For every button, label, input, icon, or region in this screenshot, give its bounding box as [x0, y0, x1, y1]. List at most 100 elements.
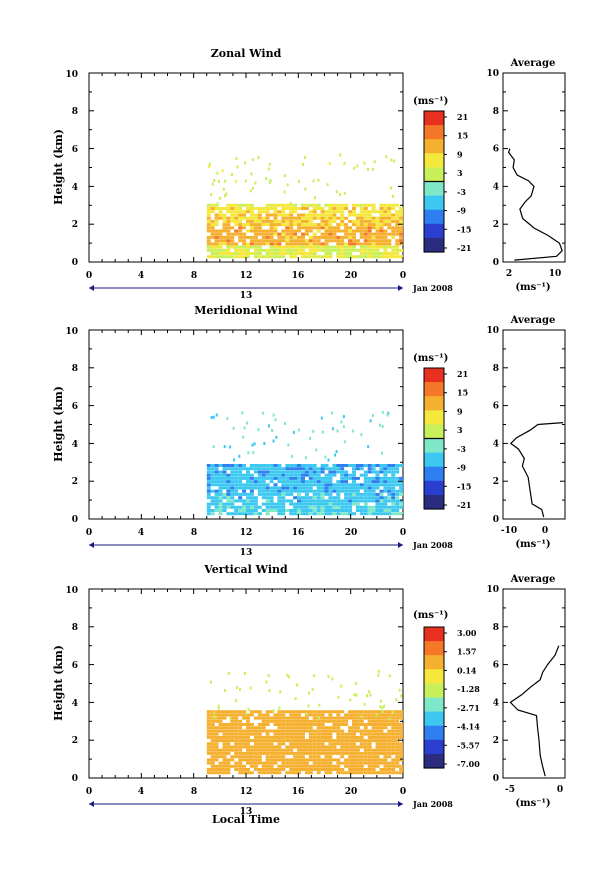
heatmap-cell	[336, 713, 341, 717]
heatmap-cell	[238, 758, 243, 762]
heatmap-cell	[230, 729, 235, 733]
heatmap-cell	[359, 735, 364, 739]
heatmap-cell	[309, 436, 312, 440]
heatmap-cell	[253, 499, 258, 503]
heatmap-cell	[242, 492, 247, 496]
heatmap-cell	[312, 768, 317, 771]
heatmap-cell	[340, 252, 345, 255]
heatmap-cell	[218, 229, 223, 233]
heatmap-cell	[320, 223, 325, 227]
heatmap-cell	[249, 235, 254, 239]
colorbar-swatch	[424, 405, 444, 411]
heatmap-cell	[249, 723, 254, 726]
heatmap-cell	[367, 445, 370, 449]
heatmap-cell	[289, 742, 294, 746]
heatmap-cell	[246, 745, 250, 749]
heatmap-cell	[293, 768, 298, 771]
heatmap-cell	[375, 713, 378, 717]
heatmap-cell	[243, 672, 246, 675]
heatmap-cell	[277, 464, 282, 467]
heatmap-cell	[289, 210, 294, 214]
heatmap-cell	[355, 764, 360, 768]
heatmap-cell	[352, 255, 356, 259]
heatmap-cell	[281, 473, 286, 477]
heatmap-cell	[293, 729, 298, 733]
heatmap-cell	[359, 213, 364, 217]
heatmap-cell	[257, 751, 262, 755]
heatmap-cell	[234, 742, 239, 746]
heatmap-cell	[359, 732, 364, 736]
heatmap-cell	[249, 229, 254, 233]
heatmap-cell	[363, 726, 368, 730]
heatmap-cell	[371, 710, 376, 714]
heatmap-cell	[355, 489, 360, 493]
heatmap-cell	[210, 739, 215, 743]
heatmap-cell	[395, 492, 400, 496]
heatmap-cell	[395, 716, 400, 720]
colorbar-swatch	[424, 372, 444, 378]
heatmap-cell	[375, 758, 380, 762]
date-arrow-right	[398, 285, 403, 291]
heatmap-cell	[286, 183, 289, 187]
heatmap-cell	[312, 470, 317, 474]
heatmap-cell	[391, 764, 396, 768]
heatmap-cell	[324, 768, 329, 771]
heatmap-cell	[308, 723, 313, 726]
heatmap-cell	[269, 496, 274, 500]
heatmap-cell	[324, 758, 329, 762]
heatmap-cell	[261, 745, 266, 749]
heatmap-cell	[277, 223, 282, 227]
heatmap-cell	[308, 499, 313, 503]
heatmap-cell	[383, 761, 388, 765]
heatmap-cell	[318, 703, 321, 707]
heatmap-cell	[273, 713, 278, 717]
heatmap-cell	[273, 470, 278, 474]
heatmap-cell	[391, 489, 396, 493]
x-tick-label: 12	[240, 528, 253, 538]
heatmap-cell	[352, 496, 356, 500]
heatmap-cell	[379, 719, 384, 723]
heatmap-cell	[355, 248, 360, 252]
heatmap-cell	[383, 710, 388, 714]
heatmap-cell	[312, 748, 317, 752]
heatmap-cell	[214, 496, 219, 500]
heatmap-cell	[222, 470, 227, 474]
heatmap-cell	[312, 483, 317, 487]
heatmap-cell	[355, 768, 360, 771]
heatmap-cell	[348, 509, 353, 512]
colorbar-swatch	[424, 631, 444, 637]
heatmap-cell	[387, 467, 392, 471]
heatmap-cell	[304, 456, 307, 460]
heatmap-cell	[268, 162, 271, 166]
y-tick-label: 0	[72, 258, 78, 268]
heatmap-cell	[218, 252, 223, 255]
heatmap-cell	[375, 499, 380, 503]
heatmap-cell	[320, 210, 325, 214]
heatmap-cell	[277, 473, 282, 477]
heatmap-cell	[249, 505, 254, 509]
heatmap-cell	[206, 245, 211, 249]
heatmap-cell	[218, 761, 223, 765]
heatmap-cell	[308, 226, 313, 230]
colorbar-swatch	[424, 499, 444, 505]
heatmap-cell	[261, 751, 266, 755]
heatmap-cell	[246, 748, 250, 752]
heatmap-cell	[238, 755, 243, 759]
heatmap-cell	[261, 719, 266, 723]
heatmap-cell	[234, 748, 239, 752]
heatmap-cell	[293, 496, 298, 500]
heatmap-cell	[355, 213, 360, 217]
heatmap-cell	[344, 486, 349, 490]
heatmap-cell	[269, 761, 274, 765]
colorbar-swatch	[424, 692, 444, 699]
heatmap-cell	[230, 207, 235, 210]
heatmap-cell	[249, 203, 254, 207]
heatmap-cell	[257, 242, 262, 246]
heatmap-cell	[249, 492, 254, 496]
heatmap-cell	[324, 732, 329, 736]
heatmap-cell	[328, 252, 333, 255]
heatmap-cell	[246, 235, 250, 239]
colorbar-swatch	[424, 763, 444, 769]
heatmap-cell	[214, 751, 219, 755]
heatmap-cell	[247, 708, 250, 712]
